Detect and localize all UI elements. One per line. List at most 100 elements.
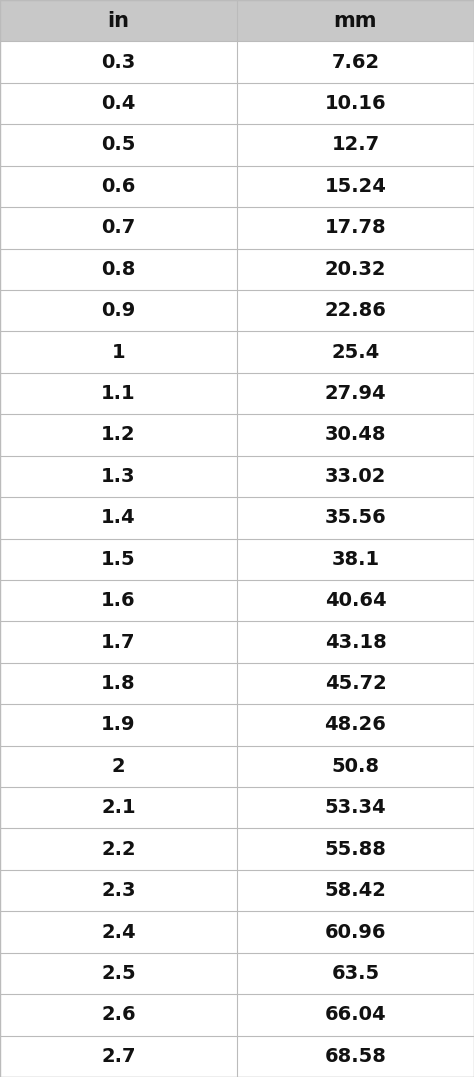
Text: 66.04: 66.04 — [325, 1005, 386, 1024]
Text: 2.4: 2.4 — [101, 923, 136, 941]
Text: 1.5: 1.5 — [101, 549, 136, 569]
Text: 1.6: 1.6 — [101, 591, 136, 611]
Bar — [237, 207, 474, 249]
Text: 17.78: 17.78 — [325, 219, 386, 237]
Text: 22.86: 22.86 — [325, 302, 386, 320]
Text: 40.64: 40.64 — [325, 591, 386, 611]
Bar — [237, 1036, 474, 1077]
Text: 0.8: 0.8 — [101, 260, 136, 279]
Text: 12.7: 12.7 — [331, 136, 380, 154]
Text: 2: 2 — [112, 757, 125, 775]
Text: 53.34: 53.34 — [325, 798, 386, 817]
Text: 7.62: 7.62 — [331, 53, 380, 72]
Bar — [0, 83, 237, 124]
Text: 2.7: 2.7 — [101, 1047, 136, 1066]
Text: 38.1: 38.1 — [331, 549, 380, 569]
Text: 0.9: 0.9 — [101, 302, 136, 320]
Bar — [0, 662, 237, 704]
Bar — [237, 332, 474, 373]
Text: 10.16: 10.16 — [325, 94, 386, 113]
Bar — [237, 579, 474, 621]
Text: 0.4: 0.4 — [101, 94, 136, 113]
Bar — [237, 415, 474, 456]
Bar — [237, 994, 474, 1036]
Bar — [237, 662, 474, 704]
Bar — [237, 456, 474, 498]
Bar — [0, 870, 237, 911]
Bar — [237, 621, 474, 662]
Bar — [0, 621, 237, 662]
Text: 2.2: 2.2 — [101, 840, 136, 858]
Bar — [237, 249, 474, 290]
Bar — [237, 83, 474, 124]
Bar — [237, 124, 474, 166]
Text: 0.3: 0.3 — [101, 53, 136, 72]
Text: 1.8: 1.8 — [101, 674, 136, 693]
Bar — [0, 373, 237, 415]
Text: 25.4: 25.4 — [331, 342, 380, 362]
Bar — [237, 498, 474, 538]
Text: 35.56: 35.56 — [325, 508, 386, 528]
Text: 2.6: 2.6 — [101, 1005, 136, 1024]
Text: 20.32: 20.32 — [325, 260, 386, 279]
Text: 43.18: 43.18 — [325, 632, 386, 652]
Bar — [0, 0, 237, 41]
Bar — [237, 0, 474, 41]
Bar — [237, 373, 474, 415]
Bar — [0, 332, 237, 373]
Text: 2.5: 2.5 — [101, 964, 136, 983]
Text: 33.02: 33.02 — [325, 466, 386, 486]
Text: 0.6: 0.6 — [101, 177, 136, 196]
Text: 27.94: 27.94 — [325, 384, 386, 403]
Text: 1.7: 1.7 — [101, 632, 136, 652]
Text: 58.42: 58.42 — [325, 881, 386, 900]
Bar — [0, 124, 237, 166]
Text: 0.5: 0.5 — [101, 136, 136, 154]
Bar — [0, 1036, 237, 1077]
Text: 2.3: 2.3 — [101, 881, 136, 900]
Text: 1.2: 1.2 — [101, 425, 136, 445]
Text: 1: 1 — [112, 342, 125, 362]
Text: in: in — [108, 11, 129, 31]
Bar — [0, 249, 237, 290]
Bar — [0, 579, 237, 621]
Text: 60.96: 60.96 — [325, 923, 386, 941]
Bar — [0, 787, 237, 828]
Bar — [0, 456, 237, 498]
Bar — [0, 41, 237, 83]
Bar — [237, 911, 474, 953]
Bar — [0, 828, 237, 870]
Bar — [0, 207, 237, 249]
Bar — [0, 994, 237, 1036]
Text: 0.7: 0.7 — [101, 219, 136, 237]
Bar — [237, 953, 474, 994]
Text: 50.8: 50.8 — [331, 757, 380, 775]
Text: 2.1: 2.1 — [101, 798, 136, 817]
Bar — [237, 538, 474, 579]
Bar — [237, 166, 474, 207]
Text: 68.58: 68.58 — [325, 1047, 386, 1066]
Bar — [0, 745, 237, 787]
Bar — [237, 870, 474, 911]
Bar — [0, 415, 237, 456]
Bar — [237, 704, 474, 745]
Bar — [0, 290, 237, 332]
Bar — [0, 911, 237, 953]
Bar — [237, 787, 474, 828]
Text: 1.3: 1.3 — [101, 466, 136, 486]
Text: 30.48: 30.48 — [325, 425, 386, 445]
Bar — [237, 290, 474, 332]
Text: 15.24: 15.24 — [325, 177, 386, 196]
Bar — [0, 538, 237, 579]
Bar — [237, 828, 474, 870]
Bar — [0, 704, 237, 745]
Text: 63.5: 63.5 — [331, 964, 380, 983]
Bar — [0, 498, 237, 538]
Bar — [237, 41, 474, 83]
Bar — [0, 166, 237, 207]
Text: 1.9: 1.9 — [101, 715, 136, 735]
Text: 48.26: 48.26 — [325, 715, 386, 735]
Text: 1.1: 1.1 — [101, 384, 136, 403]
Text: 45.72: 45.72 — [325, 674, 386, 693]
Bar — [0, 953, 237, 994]
